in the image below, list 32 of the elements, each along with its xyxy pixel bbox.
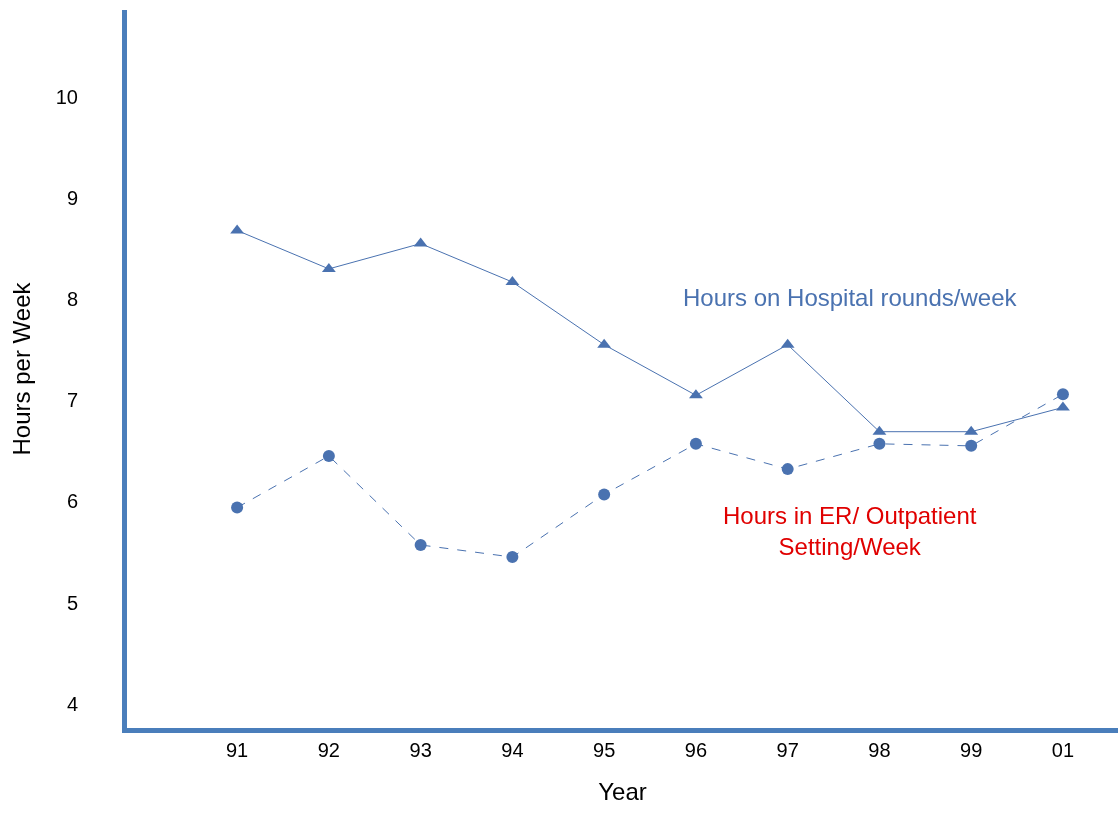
y-tick-label: 6 [66, 490, 78, 513]
y-tick-label: 8 [66, 288, 78, 311]
point [873, 437, 886, 450]
point [1056, 388, 1069, 401]
x-axis-title: Year [598, 778, 647, 806]
text: Hours in ER/ Outpatient Setting/Week [723, 502, 977, 561]
point [506, 551, 519, 564]
text: Hours on Hospital rounds/week [683, 284, 1018, 311]
point [781, 463, 794, 476]
x-tick-label: 98 [868, 739, 891, 761]
x-tick-label: 93 [409, 739, 432, 761]
x-tick-label: 94 [501, 739, 524, 761]
y-tick-label: 7 [66, 389, 78, 412]
point [414, 538, 427, 551]
y-axis-title: Hours per Week [7, 281, 35, 456]
x-tick-label: 01 [1051, 739, 1075, 761]
point [231, 501, 244, 514]
point [689, 437, 702, 450]
point [322, 449, 335, 462]
point [1056, 401, 1070, 411]
point [965, 439, 978, 452]
x-tick-label: 99 [960, 739, 983, 761]
x-tick-label: 97 [776, 739, 799, 761]
x-tick-label: 91 [225, 739, 249, 761]
y-tick-label: 10 [55, 85, 78, 108]
x-tick-label: 96 [684, 739, 708, 761]
y-tick-label: 9 [66, 187, 78, 210]
point [598, 488, 611, 501]
y-tick-label: 4 [66, 692, 78, 715]
y-tick-label: 5 [66, 591, 78, 614]
x-tick-label: 92 [317, 739, 340, 761]
x-tick-label: 95 [593, 739, 616, 761]
